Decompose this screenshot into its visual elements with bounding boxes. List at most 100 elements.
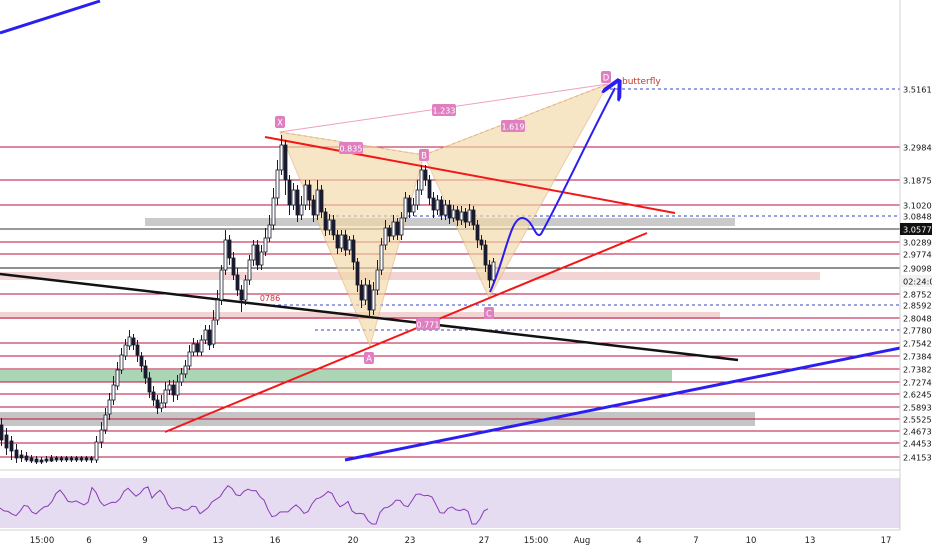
candle-body bbox=[467, 209, 472, 223]
svg-text:3.0577: 3.0577 bbox=[903, 225, 932, 235]
candle-body bbox=[74, 457, 79, 461]
svg-text:2.7382: 2.7382 bbox=[903, 365, 932, 375]
candle-body bbox=[219, 269, 224, 301]
candle-body bbox=[64, 457, 69, 461]
candle-body bbox=[69, 457, 74, 461]
ratio-label: 1.619 bbox=[501, 120, 525, 132]
blue-upper-left-trendline bbox=[0, 0, 101, 35]
price-axis-label: 3.0289 bbox=[903, 238, 932, 248]
candle-body bbox=[491, 261, 496, 281]
candle-body bbox=[315, 189, 320, 216]
svg-text:0786: 0786 bbox=[260, 294, 280, 303]
pattern-point-b[interactable]: B bbox=[419, 149, 429, 162]
price-axis-label: 3.0577 bbox=[900, 223, 932, 235]
candle-body bbox=[89, 457, 94, 461]
time-tick-label: 15:00 bbox=[524, 536, 549, 546]
candle-body bbox=[347, 239, 352, 251]
candle-body bbox=[191, 343, 196, 353]
time-axis[interactable] bbox=[0, 530, 932, 550]
svg-text:2.5893: 2.5893 bbox=[903, 403, 932, 413]
svg-text:0.835: 0.835 bbox=[340, 145, 363, 154]
candle-body bbox=[235, 274, 240, 291]
candle-body bbox=[331, 219, 336, 236]
svg-text:2.4153: 2.4153 bbox=[903, 453, 932, 463]
price-axis-label: 3.0848 bbox=[903, 212, 932, 222]
price-axis-label: 3.1875 bbox=[903, 176, 932, 186]
pattern-point-d[interactable]: D bbox=[601, 71, 611, 84]
candle-body bbox=[323, 211, 328, 231]
price-axis-label: 2.7384 bbox=[903, 352, 932, 362]
svg-text:2.4453: 2.4453 bbox=[903, 439, 932, 449]
candle-body bbox=[179, 373, 184, 383]
candle-body bbox=[363, 284, 368, 301]
price-axis-label: 2.5525 bbox=[903, 415, 932, 425]
candle-body bbox=[383, 227, 388, 246]
candle-body bbox=[251, 244, 256, 261]
candle-body bbox=[9, 440, 14, 452]
price-axis[interactable] bbox=[900, 0, 932, 530]
ratio-label: 0786 bbox=[260, 294, 280, 303]
candle-body bbox=[299, 204, 304, 216]
candle-body bbox=[339, 234, 344, 249]
candle-body bbox=[471, 209, 476, 226]
candle-body bbox=[135, 344, 140, 356]
candle-body bbox=[443, 204, 448, 216]
candle-body bbox=[207, 329, 212, 346]
svg-text:D: D bbox=[603, 74, 610, 84]
candle-body bbox=[44, 458, 49, 462]
pattern-point-x[interactable]: X bbox=[275, 116, 285, 129]
candle-body bbox=[39, 459, 44, 463]
candle-body bbox=[387, 227, 392, 237]
time-tick-label: 4 bbox=[636, 536, 641, 546]
price-axis-label: 2.8752 bbox=[903, 290, 932, 300]
price-axis-label: 2.5893 bbox=[903, 403, 932, 413]
price-axis-label: 2.7542 bbox=[903, 339, 932, 349]
blue-lower-trendline bbox=[344, 346, 901, 462]
svg-text:2.6245: 2.6245 bbox=[903, 390, 932, 400]
candle-body bbox=[143, 365, 148, 379]
candle-body bbox=[483, 244, 488, 266]
svg-text:X: X bbox=[277, 119, 283, 129]
candle-body bbox=[451, 209, 456, 219]
candle-body bbox=[391, 221, 396, 237]
ratio-label: 0.771 bbox=[416, 318, 440, 330]
price-axis-label: 2.6245 bbox=[903, 390, 932, 400]
candle-body bbox=[267, 224, 272, 239]
zone-band bbox=[0, 370, 672, 382]
candle-body bbox=[295, 189, 300, 216]
candle-body bbox=[49, 457, 54, 462]
pattern-point-a[interactable]: A bbox=[364, 352, 374, 365]
svg-text:2.8048: 2.8048 bbox=[903, 314, 932, 324]
candle-body bbox=[227, 239, 232, 259]
candle-body bbox=[183, 365, 188, 375]
candle-body bbox=[29, 457, 34, 462]
candle-body bbox=[403, 197, 408, 219]
svg-text:C: C bbox=[486, 310, 492, 320]
price-axis-label: 2.7382 bbox=[903, 365, 932, 375]
candle-body bbox=[171, 384, 176, 396]
candle-body bbox=[283, 144, 288, 181]
candle-body bbox=[423, 169, 428, 181]
svg-text:2.8752: 2.8752 bbox=[903, 290, 932, 300]
zone-band bbox=[0, 272, 820, 280]
candle-body bbox=[199, 339, 204, 353]
candle-body bbox=[351, 239, 356, 263]
candle-body bbox=[19, 454, 24, 459]
candle-body bbox=[327, 219, 332, 231]
candle-body bbox=[211, 319, 216, 345]
pattern-labels: X A B C D butterfly 0.835 1.233 1.619 0.771 0786 bbox=[260, 71, 661, 365]
candle-body bbox=[187, 351, 192, 367]
svg-text:2.7274: 2.7274 bbox=[903, 378, 932, 388]
price-axis-label: 3.5161 bbox=[903, 85, 932, 95]
ratio-label: 0.835 bbox=[339, 142, 363, 154]
price-axis-label: 2.9098 bbox=[903, 264, 932, 274]
projection-path[interactable] bbox=[489, 88, 615, 293]
candle-body bbox=[223, 239, 228, 271]
candle-body bbox=[167, 384, 172, 391]
candle-body bbox=[259, 251, 264, 266]
candle-body bbox=[151, 391, 156, 401]
svg-text:3.5161: 3.5161 bbox=[903, 85, 932, 95]
pattern-point-c[interactable]: C bbox=[484, 307, 494, 320]
svg-text:3.0289: 3.0289 bbox=[903, 238, 932, 248]
